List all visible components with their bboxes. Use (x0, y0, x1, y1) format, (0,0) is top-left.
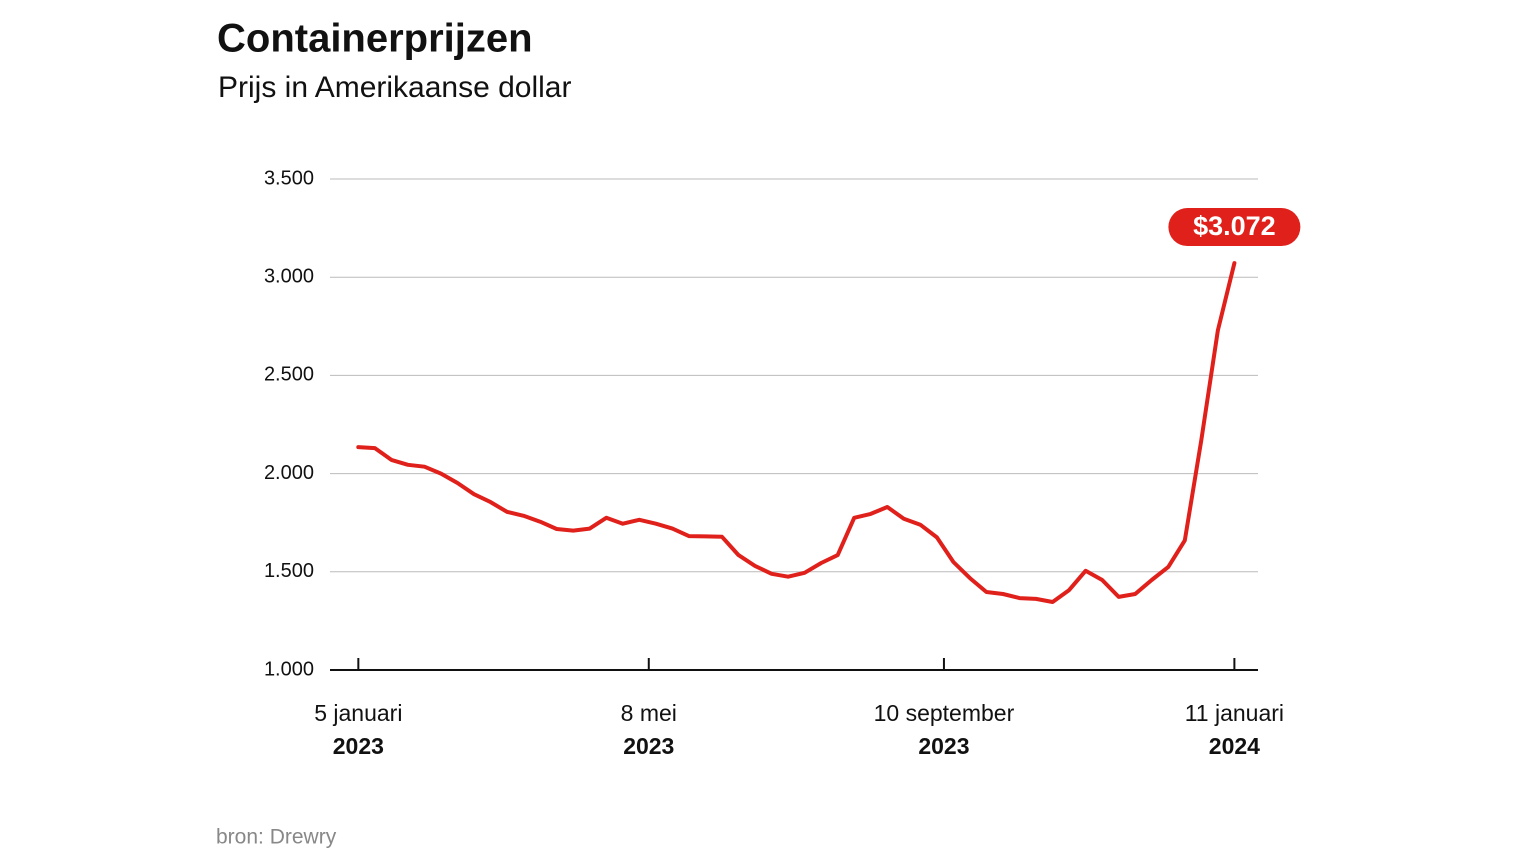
y-tick-label: 1.000 (264, 658, 314, 680)
source: bron: Drewry (216, 826, 337, 849)
x-tick-year: 2024 (1209, 733, 1260, 759)
x-tick-label: 5 januari (314, 700, 402, 726)
y-tick-label: 1.500 (264, 560, 314, 582)
y-tick-label: 2.000 (264, 462, 314, 484)
chart-subtitle: Prijs in Amerikaanse dollar (218, 71, 571, 104)
value-label-badge (1168, 208, 1301, 247)
x-tick-label: 8 mei (621, 700, 677, 726)
x-tick-year: 2023 (333, 733, 384, 759)
x-tick-label: 11 januari (1185, 700, 1284, 726)
y-tick-label: 3.500 (264, 167, 314, 189)
value-label: $3.072 (1193, 211, 1276, 241)
x-tick-label: 10 september (874, 700, 1015, 726)
y-tick-label: 3.000 (264, 265, 314, 287)
line (356, 261, 1237, 604)
x-tick-year: 2023 (918, 733, 969, 759)
x-tick-year: 2023 (623, 733, 674, 759)
chart-title: Containerprijzen (217, 17, 533, 61)
y-tick-label: 2.500 (264, 364, 314, 386)
